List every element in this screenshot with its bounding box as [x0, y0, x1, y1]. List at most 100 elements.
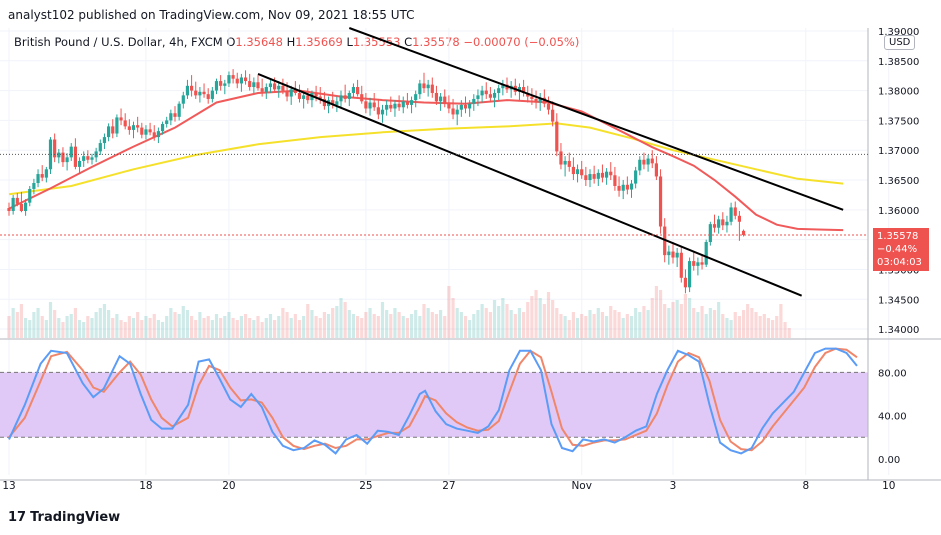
volume-bar	[102, 304, 107, 338]
candle-body	[40, 174, 44, 178]
volume-bar	[538, 298, 542, 338]
volume-bar	[169, 308, 173, 338]
time-tick-label: 27	[442, 480, 455, 492]
volume-bar	[69, 314, 73, 338]
volume-bar	[351, 314, 356, 338]
volume-bar	[73, 308, 77, 338]
candle-body	[625, 184, 629, 190]
candle-body	[239, 77, 243, 84]
footer-brand[interactable]: 17 TradingView	[8, 510, 120, 525]
volume-bar	[638, 312, 642, 338]
time-tick-label: 18	[139, 480, 152, 492]
volume-bar	[181, 306, 185, 338]
candle-body	[190, 85, 194, 91]
candle-body	[480, 90, 484, 96]
volume-bar	[156, 320, 160, 338]
volume-bar	[364, 312, 368, 338]
candle-body	[700, 262, 704, 265]
volume-bar	[559, 314, 563, 338]
candle-body	[559, 151, 563, 165]
candle-body	[273, 83, 277, 90]
open-label: O	[226, 35, 236, 49]
volume-bar	[596, 308, 600, 338]
volume-bar	[281, 308, 285, 338]
volume-bar	[48, 302, 53, 338]
volume-bar	[131, 318, 136, 338]
volume-bar	[696, 312, 700, 338]
volume-bar	[223, 316, 227, 338]
volume-bar	[758, 316, 762, 338]
volume-bar	[252, 320, 256, 338]
volume-bar	[322, 312, 326, 338]
trend-channel[interactable]	[257, 27, 844, 297]
volume-bar	[692, 308, 696, 338]
time-tick-label: 25	[359, 480, 372, 492]
volume-bar	[613, 310, 617, 338]
volume-bar	[44, 320, 48, 338]
candle-body	[19, 203, 24, 212]
candle-body	[256, 82, 260, 89]
candle-body	[264, 87, 268, 92]
candle-body	[575, 169, 580, 175]
volume-bar	[625, 314, 629, 338]
volume-bar	[347, 310, 351, 338]
candle-body	[152, 132, 156, 138]
candle-body	[696, 262, 700, 266]
volume-bar	[239, 316, 243, 338]
stochastic-band-fill	[0, 372, 868, 438]
candle-body	[654, 163, 658, 177]
candle-body	[522, 87, 526, 93]
candle-body	[675, 252, 679, 258]
candle-body	[318, 96, 322, 99]
candle-body	[302, 95, 306, 99]
candle-body	[372, 102, 376, 108]
volume-bar	[605, 316, 609, 338]
volume-bar	[679, 304, 683, 338]
volume-bar	[94, 312, 98, 338]
volume-bar	[356, 316, 360, 338]
volume-bar	[783, 322, 787, 338]
volume-bar	[430, 312, 434, 338]
currency-button[interactable]: USD	[884, 35, 916, 50]
volume-bar	[580, 314, 584, 338]
candle-body	[123, 120, 127, 127]
volume-bar	[779, 304, 783, 338]
volume-bar	[409, 314, 414, 338]
volume-bar	[310, 310, 314, 338]
candle-body	[210, 90, 214, 99]
volume-bar	[7, 316, 11, 338]
volume-bar	[476, 310, 480, 338]
volume-bar	[663, 304, 667, 338]
candle-body	[571, 166, 575, 175]
time-tick-label: 13	[2, 480, 15, 492]
price-tick-label: 1.34500	[878, 295, 919, 306]
candle-body	[65, 157, 69, 163]
stochastic-tick-label: 80.00	[878, 368, 907, 379]
candle-body	[351, 87, 356, 93]
candle-body	[733, 207, 737, 216]
candle-body	[430, 84, 434, 93]
candle-body	[472, 98, 476, 104]
candle-body	[501, 84, 505, 89]
candle-body	[115, 117, 119, 134]
candle-body	[53, 139, 57, 158]
candle-body	[380, 109, 385, 115]
candle-body	[567, 160, 571, 167]
volume-bar	[555, 308, 559, 338]
candle-body	[414, 94, 418, 101]
candle-body	[741, 230, 746, 235]
candle-body	[214, 81, 219, 91]
candle-body	[393, 103, 397, 109]
time-tick-label: 8	[802, 480, 809, 492]
volume-bar	[61, 322, 65, 338]
candle-body	[360, 94, 364, 102]
volume-bar	[658, 290, 663, 338]
candle-body	[613, 175, 617, 186]
candle-body	[526, 92, 530, 97]
volume-bar	[256, 316, 260, 338]
volume-bar	[148, 318, 152, 338]
volume-bar	[563, 316, 567, 338]
volume-bar	[741, 310, 746, 338]
price-tick-label: 1.36500	[878, 176, 919, 187]
